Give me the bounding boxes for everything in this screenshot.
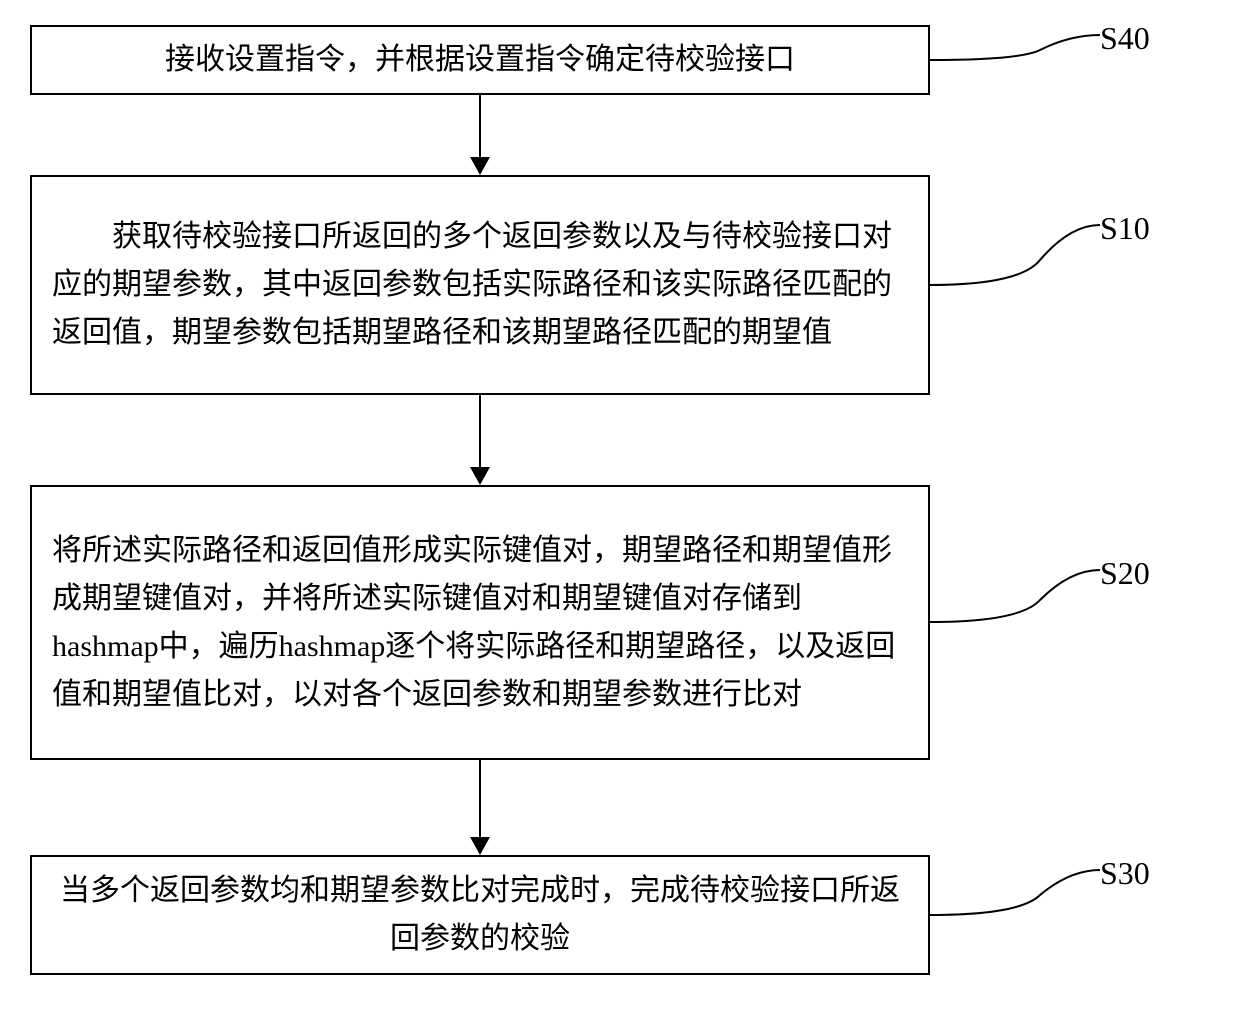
step-label-s20: S20: [1100, 555, 1150, 592]
flowchart-container: 接收设置指令，并根据设置指令确定待校验接口 获取待校验接口所返回的多个返回参数以…: [0, 0, 1240, 1026]
step-label-s40: S40: [1100, 20, 1150, 57]
step-box-s40: 接收设置指令，并根据设置指令确定待校验接口: [30, 25, 930, 95]
step-text-s20: 将所述实际路径和返回值形成实际键值对，期望路径和期望值形成期望键值对，并将所述实…: [52, 527, 908, 719]
connector-s30: [930, 855, 1100, 925]
step-box-s20: 将所述实际路径和返回值形成实际键值对，期望路径和期望值形成期望键值对，并将所述实…: [30, 485, 930, 760]
step-text-s40: 接收设置指令，并根据设置指令确定待校验接口: [52, 36, 908, 84]
step-text-s30: 当多个返回参数均和期望参数比对完成时，完成待校验接口所返回参数的校验: [52, 867, 908, 963]
connector-s10: [930, 210, 1100, 290]
step-text-s10: 获取待校验接口所返回的多个返回参数以及与待校验接口对应的期望参数，其中返回参数包…: [52, 213, 908, 357]
step-label-s30: S30: [1100, 855, 1150, 892]
step-box-s30: 当多个返回参数均和期望参数比对完成时，完成待校验接口所返回参数的校验: [30, 855, 930, 975]
step-label-s10: S10: [1100, 210, 1150, 247]
connector-s40: [930, 20, 1100, 70]
step-box-s10: 获取待校验接口所返回的多个返回参数以及与待校验接口对应的期望参数，其中返回参数包…: [30, 175, 930, 395]
connector-s20: [930, 555, 1100, 630]
